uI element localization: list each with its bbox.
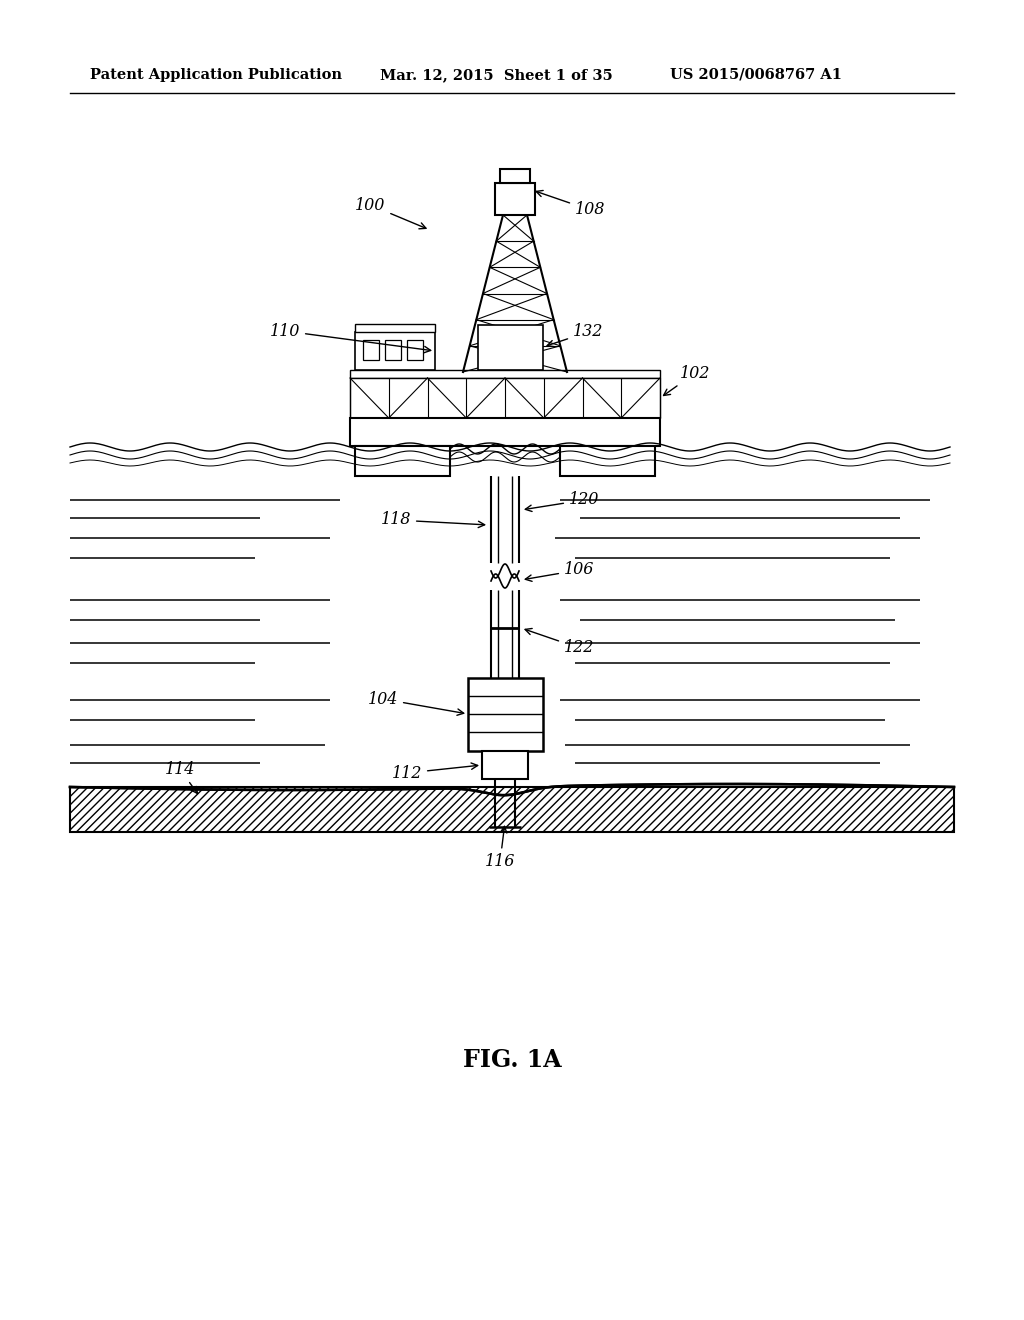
- Bar: [478, 325, 543, 370]
- Bar: [362, 341, 379, 360]
- Text: 118: 118: [381, 511, 484, 528]
- Bar: [500, 169, 530, 183]
- Bar: [350, 418, 660, 446]
- Text: 106: 106: [525, 561, 594, 581]
- Bar: [350, 378, 660, 418]
- Bar: [70, 787, 954, 832]
- Bar: [350, 370, 660, 378]
- Bar: [355, 446, 450, 477]
- Text: Mar. 12, 2015  Sheet 1 of 35: Mar. 12, 2015 Sheet 1 of 35: [380, 69, 612, 82]
- Bar: [385, 341, 401, 360]
- Text: 104: 104: [368, 690, 464, 715]
- Bar: [355, 323, 435, 333]
- Bar: [355, 333, 435, 370]
- Bar: [560, 446, 655, 477]
- Bar: [468, 678, 543, 751]
- Text: US 2015/0068767 A1: US 2015/0068767 A1: [670, 69, 842, 82]
- Text: 108: 108: [537, 190, 605, 219]
- Bar: [70, 787, 954, 832]
- Text: 120: 120: [525, 491, 599, 511]
- Bar: [70, 787, 954, 837]
- Bar: [495, 183, 535, 215]
- Bar: [482, 751, 528, 779]
- Text: 122: 122: [525, 628, 594, 656]
- Text: 116: 116: [484, 826, 515, 870]
- Text: 132: 132: [547, 323, 603, 347]
- Bar: [407, 341, 423, 360]
- Text: 102: 102: [664, 364, 711, 396]
- Text: Patent Application Publication: Patent Application Publication: [90, 69, 342, 82]
- Text: 100: 100: [355, 197, 426, 228]
- Text: 110: 110: [269, 322, 431, 352]
- Text: 112: 112: [391, 763, 477, 781]
- Text: FIG. 1A: FIG. 1A: [463, 1048, 561, 1072]
- Text: 114: 114: [165, 760, 198, 793]
